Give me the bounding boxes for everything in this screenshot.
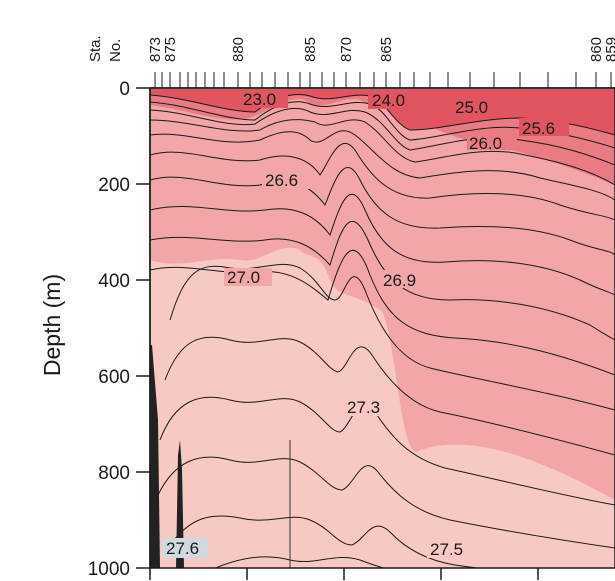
label-backing — [238, 90, 288, 108]
fill-upper-layer — [150, 88, 615, 500]
station-label: 865 — [378, 37, 395, 62]
station-axis-label-sta: Sta. — [87, 35, 104, 62]
contour-label-25-6: 25.6 — [522, 119, 555, 138]
contour-line — [214, 556, 386, 568]
contour-label-26: 26.0 — [469, 134, 502, 153]
seafloor-bottom — [150, 345, 160, 568]
contour-label-27: 27.0 — [227, 268, 260, 287]
label-backing — [343, 398, 391, 416]
contour-label-27-3: 27.3 — [347, 398, 380, 417]
station-axis-label-no: No. — [107, 39, 124, 62]
contour-label-24: 24.0 — [372, 91, 405, 110]
contour-label-26-6: 26.6 — [265, 171, 298, 190]
label-backing — [519, 118, 569, 136]
y-axis-label: Depth (m) — [39, 274, 65, 376]
contour-label-group: 23.0 24.0 25.0 25.6 26.0 26.6 27.0 26.9 … — [162, 90, 569, 559]
label-box-27-6 — [162, 538, 208, 558]
station-label: 880 — [230, 37, 247, 62]
station-label: 875 — [162, 37, 179, 62]
contour-label-23: 23.0 — [243, 90, 276, 109]
label-backing — [380, 270, 428, 288]
contour-line — [164, 336, 615, 456]
contour-label-27-6: 27.6 — [166, 539, 199, 558]
y-tick-label: 200 — [98, 175, 130, 196]
y-tick-label: 800 — [98, 463, 130, 484]
station-label: 885 — [302, 37, 319, 62]
label-backing — [453, 98, 503, 116]
contour-line — [150, 142, 615, 221]
contour-label-27-5: 27.5 — [430, 540, 463, 559]
contour-line — [150, 221, 615, 341]
y-axis: 0 200 400 600 800 1000 — [88, 79, 151, 580]
y-tick-label: 400 — [98, 271, 130, 292]
y-tick-label: 600 — [98, 367, 130, 388]
contour-line — [150, 130, 615, 201]
label-backing — [368, 91, 418, 109]
y-tick-label: 0 — [119, 79, 130, 100]
contour-line — [150, 193, 615, 296]
contour-label-26-9: 26.9 — [383, 271, 416, 290]
contour-label-25: 25.0 — [455, 98, 488, 117]
contour-line — [150, 108, 615, 166]
seamount-spike — [176, 440, 184, 568]
label-backing — [224, 268, 272, 286]
y-tick-label: 1000 — [88, 559, 130, 580]
label-backing — [427, 540, 475, 558]
station-label: 859 — [603, 37, 615, 62]
contour-line — [150, 166, 615, 256]
station-label: 870 — [338, 37, 355, 62]
contour-line — [157, 456, 615, 549]
x-axis-ticks — [149, 568, 539, 580]
contour-lines — [150, 94, 615, 580]
label-backing — [467, 132, 517, 150]
station-label: 873 — [147, 37, 164, 62]
contour-line — [150, 119, 615, 186]
station-label: 860 — [588, 37, 605, 62]
contour-line — [169, 515, 482, 568]
contour-line — [470, 570, 580, 580]
contour-line — [159, 396, 615, 506]
label-backing — [262, 171, 310, 189]
